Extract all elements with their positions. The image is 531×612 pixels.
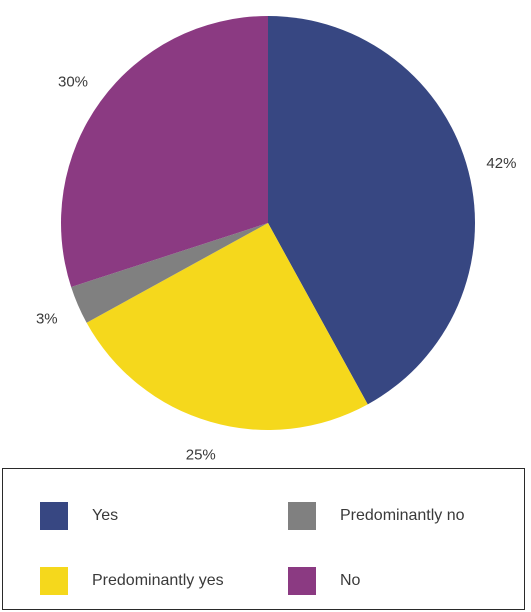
legend-swatch-yes: [40, 502, 68, 530]
legend-swatch-predominantly-yes: [40, 567, 68, 595]
legend-label-yes: Yes: [92, 507, 119, 524]
legend-item-yes: Yes: [40, 502, 118, 530]
pie-slice-predominantly-no: [71, 223, 268, 323]
legend-swatch-no: [288, 567, 316, 595]
legend: Yes Predominantly no Predominantly yes N…: [2, 468, 525, 610]
legend-item-predominantly-yes: Predominantly yes: [40, 567, 224, 595]
pie-chart: 42% 25% 3% 30%: [36, 16, 516, 463]
legend-item-predominantly-no: Predominantly no: [288, 502, 465, 530]
legend-label-predominantly-yes: Predominantly yes: [92, 572, 224, 589]
pie-labels: 42% 25% 3% 30%: [36, 73, 516, 463]
legend-swatch-predominantly-no: [288, 502, 316, 530]
pie-label-predominantly-no: 3%: [36, 311, 58, 328]
pie-slices: [60, 16, 476, 431]
pie-label-predominantly-yes: 25%: [186, 446, 216, 463]
pie-slice-predominantly-yes: [86, 223, 368, 431]
legend-label-no: No: [340, 572, 361, 589]
pie-label-no: 30%: [58, 73, 88, 90]
pie-slice-yes: [268, 16, 476, 405]
legend-item-no: No: [288, 567, 360, 595]
pie-slice-no: [60, 16, 269, 287]
pie-label-yes: 42%: [486, 155, 516, 172]
legend-label-predominantly-no: Predominantly no: [340, 507, 465, 524]
